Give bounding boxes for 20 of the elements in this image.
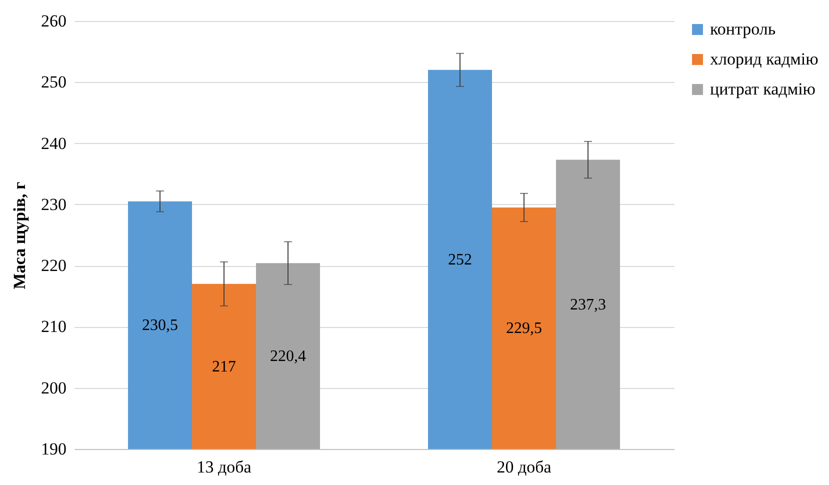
legend-label: контроль <box>710 20 776 38</box>
data-label: 252 <box>448 251 472 268</box>
y-tick-label: 260 <box>41 12 66 30</box>
y-tick-label: 220 <box>41 256 66 276</box>
data-label: 237,3 <box>570 296 606 314</box>
y-axis-title: Маса щурів, г <box>10 181 29 290</box>
y-tick-label: 250 <box>41 72 66 92</box>
y-tick-label: 240 <box>41 134 66 153</box>
x-tick-label: 13 доба <box>196 458 252 476</box>
x-tick-label: 20 доба <box>496 458 552 476</box>
data-label: 230,5 <box>142 317 178 334</box>
y-tick-label: 230 <box>41 194 66 214</box>
data-label: 229,5 <box>506 320 542 338</box>
y-tick-label: 190 <box>41 440 66 458</box>
legend-label: цитрат кадмію <box>710 80 816 98</box>
legend-label: хлорид кадмію <box>710 50 819 68</box>
y-tick-label: 210 <box>41 317 66 336</box>
data-label: 217 <box>212 358 236 376</box>
y-tick-label: 200 <box>41 378 66 398</box>
data-label: 220,4 <box>270 348 306 366</box>
